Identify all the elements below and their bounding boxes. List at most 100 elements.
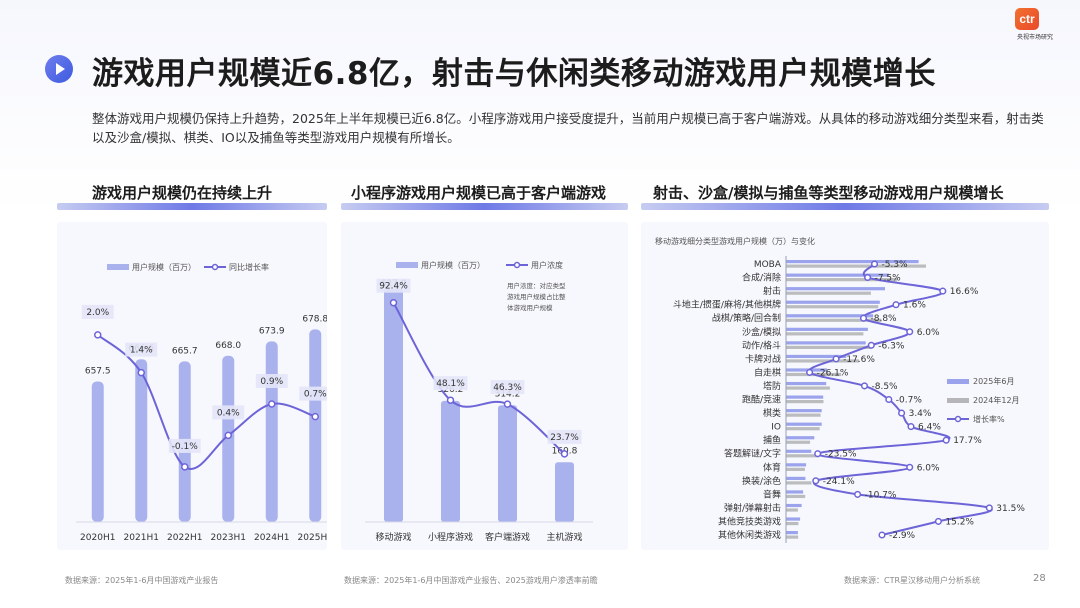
legend-line-label: 用户浓度: [531, 260, 563, 270]
bar-小程序游戏: [441, 400, 460, 522]
growth-rate-point: [870, 260, 879, 268]
growth-rate-point: [864, 273, 872, 282]
growth-rate-label: 3.4%: [909, 409, 932, 419]
x-tick-label: 2022H1: [167, 533, 202, 543]
bar-2020H1: [91, 381, 104, 522]
bar-2024-2: [786, 291, 871, 295]
growth-rate-point: [892, 301, 900, 309]
ctr-logo-subtitle: 央视市场研究: [1016, 34, 1053, 41]
growth-rate-point: [181, 463, 189, 471]
growth-rate-label-bg: [212, 405, 245, 420]
bar-value-label: 665.7: [172, 346, 198, 356]
category-label: 捕鱼: [763, 434, 781, 446]
growth-rate-label: 0.4%: [217, 408, 240, 418]
x-tick-label: 小程序游戏: [428, 531, 473, 543]
growth-rate-label: 17.7%: [953, 436, 982, 446]
concentration-note: 游戏用户规模占比整: [507, 292, 566, 301]
growth-rate-label: -7.5%: [875, 274, 902, 284]
bar-2021H1: [135, 359, 148, 522]
growth-rate-label: 15.2%: [945, 517, 974, 527]
category-label: MOBA: [754, 260, 782, 270]
bar-value-label: 678.8: [302, 314, 327, 324]
bar-2025-3: [786, 300, 880, 304]
category-label: 斗地主/掼蛋/麻将/其他棋牌: [673, 299, 781, 311]
growth-rate-point: [224, 431, 232, 440]
category-label: 其他休闲类游戏: [718, 529, 781, 541]
category-label: 答题解谜/文字: [724, 448, 781, 460]
bar-2024-12: [786, 427, 820, 431]
bar-2024H1: [265, 341, 278, 522]
bar-2025-5: [786, 327, 868, 331]
growth-rate-point: [906, 463, 914, 471]
growth-rate-label: -6.3%: [878, 341, 905, 351]
ctr-logo: ctr 央视市场研究: [1005, 8, 1065, 46]
bar-2024-1: [786, 278, 897, 282]
growth-rate-point: [907, 423, 915, 431]
growth-rate-label: 0.7%: [304, 390, 327, 400]
bar-2025-6: [786, 341, 866, 345]
x-tick-label: 客户端游戏: [485, 531, 530, 543]
growth-rate-point: [906, 328, 914, 336]
growth-rate-label: -5.3%: [882, 260, 909, 270]
bar-2024-20: [786, 535, 799, 539]
growth-rate-point: [898, 409, 906, 417]
ctr-logo-mark: ctr: [1015, 8, 1039, 30]
legend-2025-label: 2025年6月: [973, 376, 1014, 386]
x-tick-label: 2025H1: [298, 533, 327, 543]
bar-2025-0: [786, 260, 919, 264]
growth-rate-label: -8.5%: [872, 382, 899, 392]
bar-2024-7: [786, 359, 859, 363]
growth-rate-point: [867, 341, 875, 349]
bar-2025-10: [786, 395, 824, 399]
bar-2025-9: [786, 381, 827, 386]
legend-line-marker: [211, 263, 219, 271]
page-number: 28: [1033, 573, 1046, 584]
growth-rate-point: [806, 368, 814, 376]
bar-移动游戏: [384, 289, 403, 522]
chart-user-scale: 用户规模（百万）同比增长率657.52020H1666.62021H1665.7…: [76, 262, 327, 543]
bar-value-label: 673.9: [259, 326, 285, 336]
legend-line-label: 同比增长率: [229, 262, 269, 272]
concentration-label-bg: [433, 376, 468, 391]
x-tick-label: 移动游戏: [375, 531, 411, 543]
growth-rate-label: 6.0%: [917, 463, 940, 473]
concentration-label-bg: [376, 278, 411, 293]
concentration-label: 92.4%: [379, 282, 408, 292]
bar-2025-14: [786, 449, 812, 453]
play-circle-icon: [45, 55, 73, 83]
growth-rate-label: 31.5%: [996, 504, 1025, 514]
bar-2024-17: [786, 494, 806, 499]
bar-2025-7: [786, 354, 847, 359]
growth-rate-point: [942, 436, 950, 444]
section-divider-3: [641, 203, 1049, 210]
category-label: 沙盒/模拟: [742, 326, 781, 338]
chart-panel-user-scale: 用户规模（百万）同比增长率657.52020H1666.62021H1665.7…: [57, 222, 327, 550]
bar-value-label: 668.0: [215, 341, 241, 351]
section-divider-2: [341, 203, 628, 210]
legend-growth-label: 增长率%: [973, 414, 1005, 424]
legend-2025-swatch: [947, 379, 969, 384]
bar-2025-20: [786, 531, 798, 535]
growth-rate-point: [860, 382, 869, 390]
chart-panel-mobile-genres: 移动游戏细分类型游戏用户规模（万）与变化 MOBA 合成/消除 射击 斗地主/掼蛋/麻将…: [641, 222, 1049, 550]
bar-客户端游戏: [498, 405, 517, 522]
concentration-label-bg: [547, 429, 582, 444]
chart-mobile-genres: 移动游戏细分类型游戏用户规模（万）与变化 MOBA 合成/消除射击斗地主/掼蛋/麻将…: [655, 236, 1025, 543]
bar-2024-9: [786, 386, 830, 390]
growth-rate-label: -26.1%: [817, 368, 849, 378]
chart-minigame-vs-client: 用户规模（百万）用户浓度用户浓度：对应类型游戏用户规模占比整体游戏用户规模627…: [365, 260, 593, 543]
bar-2024-4: [786, 318, 882, 322]
growth-rate-label: 16.6%: [950, 287, 979, 297]
growth-rate-label: -17.6%: [843, 355, 875, 365]
bar-2025-13: [786, 436, 815, 440]
growth-rate-label: -2.9%: [889, 531, 916, 541]
growth-rate-point: [832, 355, 840, 363]
concentration-point: [560, 450, 569, 458]
category-label: 塔防: [763, 380, 781, 392]
category-label: 音舞: [763, 488, 781, 500]
concentration-note: 体游戏用户规模: [507, 303, 553, 312]
growth-rate-point: [859, 314, 868, 322]
concentration-point: [446, 396, 455, 404]
growth-rate-label: -0.1%: [172, 442, 199, 452]
legend-bar-label: 用户规模（百万）: [421, 260, 485, 270]
